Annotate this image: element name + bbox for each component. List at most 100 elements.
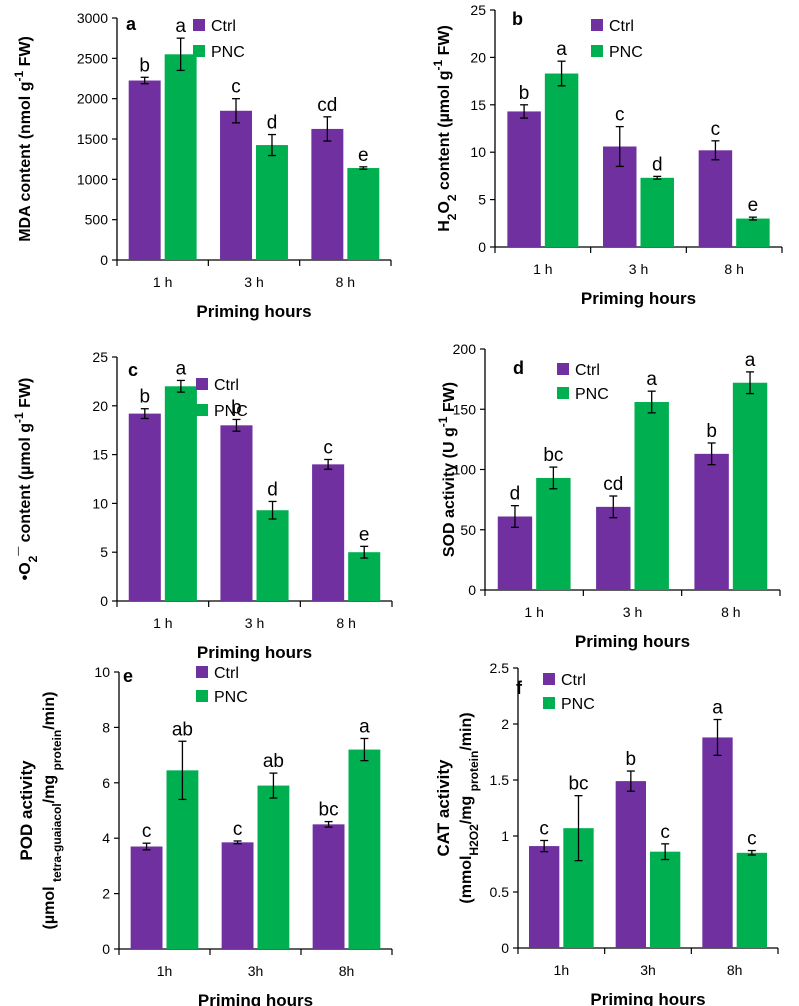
bar-pnc-3h	[640, 177, 674, 247]
x-tick-label: 3 h	[245, 615, 264, 631]
legend-swatch-ctrl	[591, 19, 603, 31]
y-tick-label: 1500	[77, 131, 108, 147]
significance-letter: c	[539, 818, 549, 839]
bar-ctrl-3h	[615, 781, 646, 948]
y-tick-label: 100	[453, 462, 477, 478]
bar-ctrl-8h	[312, 464, 345, 601]
legend-label-ctrl: Ctrl	[214, 665, 239, 682]
significance-letter: a	[175, 16, 186, 37]
legend-label-ctrl: Ctrl	[561, 672, 586, 689]
y-tick-label: 2500	[77, 50, 108, 66]
significance-letter: c	[323, 437, 333, 458]
legend-swatch-ctrl	[557, 363, 569, 375]
bar-ctrl-8h	[312, 824, 345, 949]
legend-label-pnc: PNC	[214, 689, 248, 706]
x-axis-title: Priming hours	[590, 990, 705, 1006]
significance-letter: d	[510, 484, 521, 505]
y-tick-label: 0	[478, 239, 486, 255]
y-axis-title-part: protein	[467, 751, 481, 792]
significance-letter: c	[231, 77, 241, 98]
y-tick-label: 15	[470, 97, 486, 113]
y-tick-label: 0	[102, 941, 110, 957]
legend-label-pnc: PNC	[214, 403, 248, 420]
bar-ctrl-8h	[311, 128, 344, 260]
bar-pnc-8h	[347, 168, 380, 260]
panel-letter: f	[516, 678, 523, 698]
y-tick-label: 20	[92, 398, 108, 414]
bar-pnc-1h	[164, 386, 197, 601]
y-tick-label: 1.5	[490, 772, 510, 788]
legend-swatch-pnc	[196, 690, 208, 702]
significance-letter: a	[646, 369, 657, 390]
bar-ctrl-3h	[596, 506, 631, 590]
y-axis-title-part: FW)	[17, 36, 34, 71]
significance-letter: a	[556, 39, 567, 60]
bar-ctrl-1h	[529, 846, 560, 948]
y-tick-label: 50	[460, 522, 476, 538]
y-axis-title: CAT activity (mmolH2O2/mg protein/min)	[434, 712, 481, 903]
y-axis-title-part: (µmol	[41, 882, 58, 929]
y-tick-label: 200	[453, 341, 477, 357]
bar-ctrl-3h	[220, 110, 252, 261]
y-axis-title: MDA content (nmol g-1 FW)	[12, 36, 34, 242]
significance-letter: c	[660, 822, 670, 843]
bar-ctrl-3h	[220, 425, 253, 601]
y-axis-title-part: tetra-guaiacol	[50, 803, 64, 882]
legend-swatch-pnc	[557, 387, 569, 399]
panel-letter: a	[126, 14, 137, 34]
bar-ctrl-1h	[128, 413, 161, 601]
significance-letter: a	[712, 698, 723, 719]
significance-letter: c	[615, 105, 625, 126]
legend-label-ctrl: Ctrl	[211, 18, 236, 35]
bar-pnc-8h	[732, 382, 768, 590]
panel-letter: c	[128, 360, 138, 380]
bar-ctrl-1h	[497, 516, 533, 590]
legend-label-pnc: PNC	[561, 696, 595, 713]
significance-letter: a	[745, 350, 756, 371]
y-axis-title-part: O	[436, 201, 453, 213]
significance-letter: bc	[319, 800, 339, 821]
y-axis-title-part: H	[436, 220, 453, 232]
y-axis-title-part: FW)	[436, 25, 453, 60]
y-tick-label: 2	[501, 716, 509, 732]
y-axis-title-part: FW)	[441, 382, 458, 417]
significance-letter: e	[359, 524, 370, 545]
bar-pnc-3h	[634, 402, 669, 590]
y-axis-title: POD activity (µmol tetra-guaiacol/mg prot…	[17, 692, 64, 930]
y-axis-title-text: SOD activity (U g-1 FW)	[436, 382, 458, 557]
y-axis-title-part: SOD activity (U g	[441, 427, 458, 557]
y-axis-title-text: •O2¯ content (µmol g-1 FW)	[12, 378, 40, 581]
x-axis-title: Priming hours	[197, 643, 312, 662]
y-tick-label: 1000	[77, 171, 108, 187]
significance-letter: a	[176, 358, 187, 379]
y-axis-title-line: •O2¯ content (µmol g-1 FW)	[12, 378, 40, 581]
significance-letter: d	[652, 154, 663, 175]
x-tick-label: 8 h	[336, 274, 355, 290]
y-tick-label: 0	[100, 593, 108, 609]
x-tick-label: 3 h	[629, 261, 648, 277]
y-axis-title-text: MDA content (nmol g-1 FW)	[12, 36, 34, 242]
bar-pnc-3h	[257, 785, 290, 949]
bar-ctrl-8h	[702, 737, 733, 948]
y-axis-title-part: H2O2	[467, 824, 481, 856]
x-axis-title: Priming hours	[581, 289, 696, 308]
y-tick-label: 5	[478, 192, 486, 208]
legend-swatch-ctrl	[196, 666, 208, 678]
y-tick-label: 500	[85, 212, 109, 228]
significance-letter: cd	[317, 95, 337, 116]
bar-pnc-8h	[348, 552, 381, 601]
x-tick-label: 8 h	[336, 615, 355, 631]
legend-label-ctrl: Ctrl	[214, 377, 239, 394]
y-tick-label: 25	[92, 349, 108, 365]
significance-letter: c	[142, 821, 152, 842]
y-axis-title-part: ¯ content (µmol g	[17, 423, 34, 557]
y-tick-label: 0	[100, 252, 108, 268]
y-axis-title-line1: CAT activity	[434, 759, 453, 857]
bar-pnc-1h	[166, 770, 199, 949]
bar-pnc-1h	[536, 477, 571, 590]
y-tick-label: 8	[102, 719, 110, 735]
panel-letter: e	[123, 666, 133, 686]
significance-letter: c	[747, 829, 757, 850]
y-axis-title: •O2¯ content (µmol g-1 FW)	[12, 378, 40, 581]
